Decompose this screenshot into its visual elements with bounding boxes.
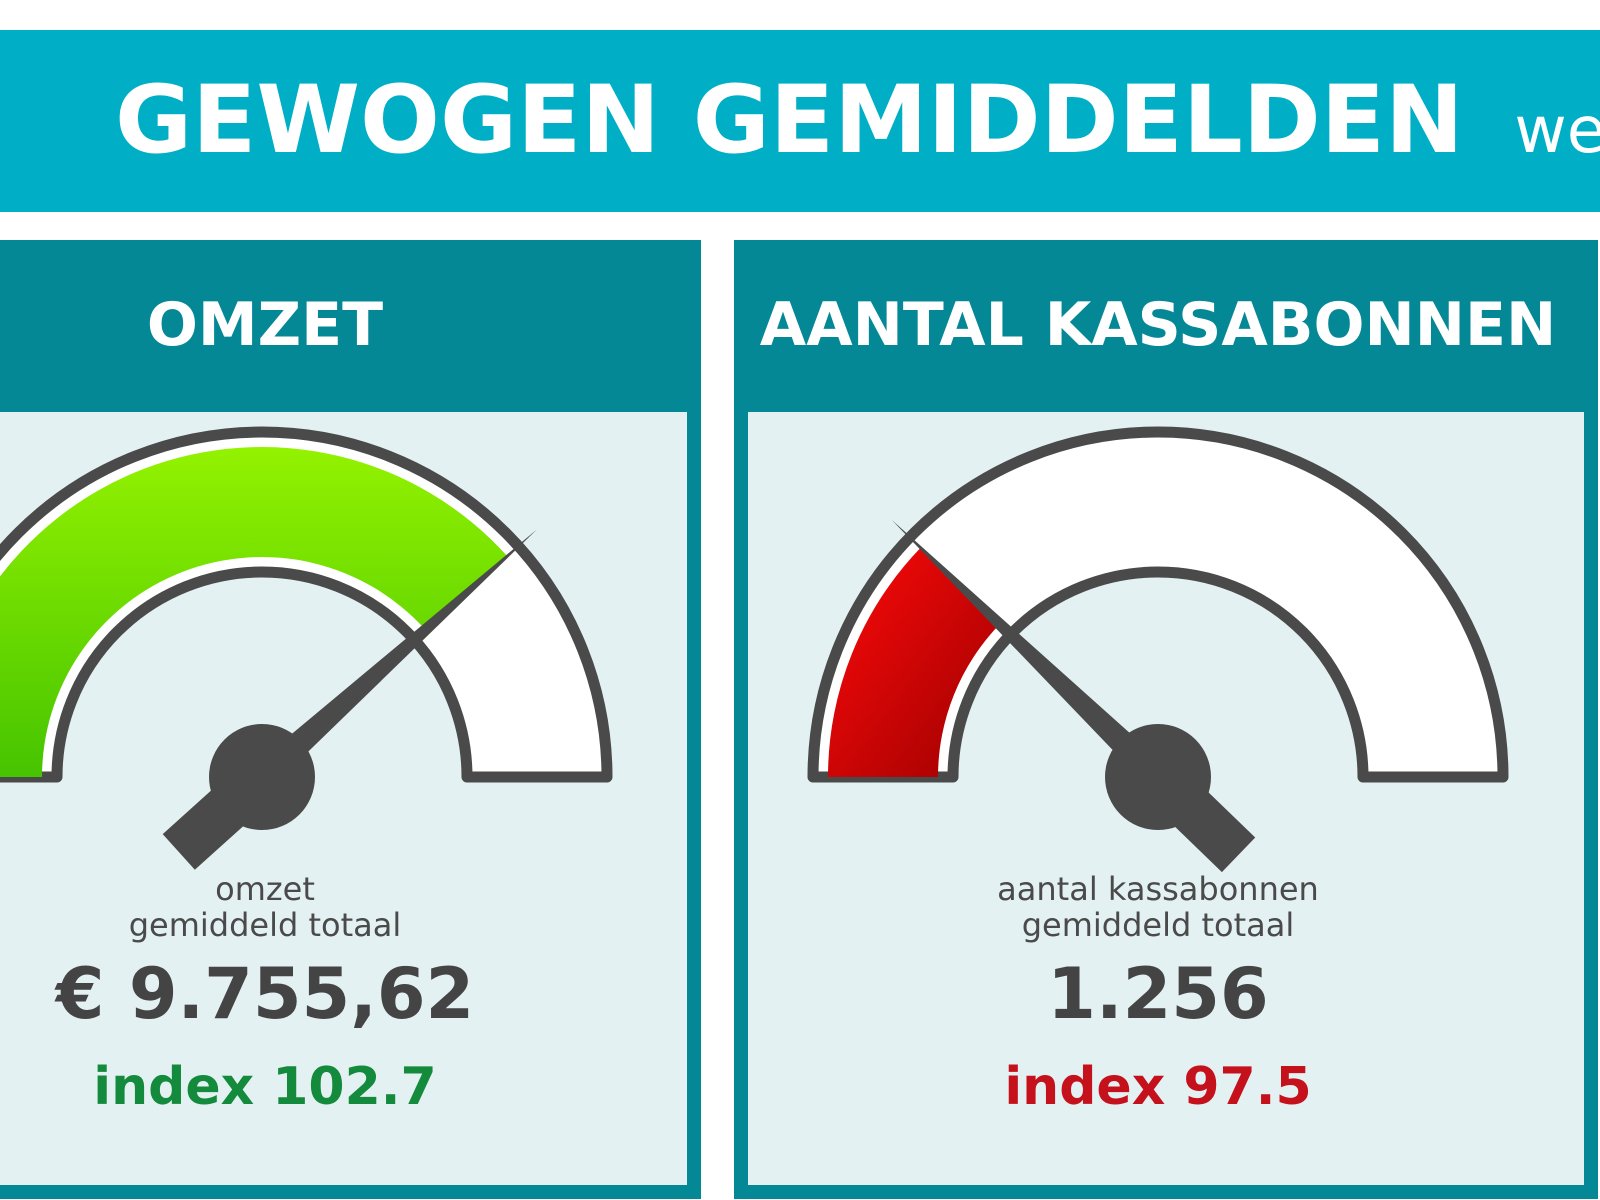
caption: gemiddeld totaal: [129, 906, 402, 944]
gauge-hub: [1105, 724, 1211, 830]
title-text: GEWOGEN GEMIDDELDEN: [115, 66, 1464, 175]
caption: aantal kassabonnen: [997, 870, 1319, 908]
gauge-fill: [0, 447, 508, 777]
panel-title: OMZET: [147, 290, 383, 360]
panel-header: [0, 247, 694, 412]
panel-header: [734, 247, 1598, 412]
panel: AANTAL KASSABONNEN aantal kassabonnen ge…: [734, 240, 1598, 1199]
panel-value: 1.256: [1047, 953, 1268, 1035]
header-band: [0, 30, 1600, 212]
panel-value: € 9.755,62: [54, 953, 475, 1035]
gauge: [0, 426, 613, 870]
gauge-fill: [828, 547, 1000, 777]
gauge-needle: [252, 529, 537, 788]
panel: OMZET omzet gemiddeld totaal € 9.755,62 …: [0, 240, 701, 1199]
panel-index: index 97.5: [1004, 1057, 1311, 1117]
panel-title: AANTAL KASSABONNEN: [760, 290, 1556, 360]
subtitle-text: wee: [1514, 94, 1600, 168]
panel-index: index 102.7: [93, 1057, 436, 1117]
page-title: GEWOGEN GEMIDDELDEN wee: [115, 66, 1600, 175]
caption: gemiddeld totaal: [1022, 906, 1295, 944]
gauge-needle: [891, 519, 1168, 788]
caption: omzet: [215, 870, 315, 908]
gauge: [807, 426, 1509, 873]
gauge-hub: [209, 724, 315, 830]
gauge-track: [807, 426, 1509, 783]
